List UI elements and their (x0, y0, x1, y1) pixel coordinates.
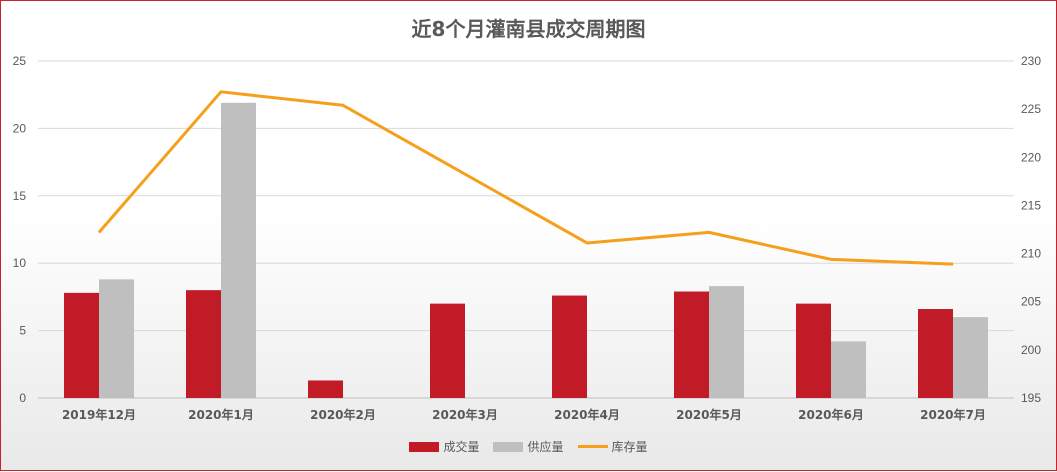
y-right-tick-label: 205 (1021, 295, 1041, 309)
legend-swatch-deals (409, 441, 440, 452)
line-point-inventory (220, 91, 222, 93)
legend-item-inventory: 库存量 (577, 438, 648, 455)
x-tick-label: 2019年12月 (62, 407, 136, 422)
legend-label-deals: 成交量 (443, 440, 480, 454)
x-tick-label: 2020年4月 (554, 407, 620, 422)
line-point-inventory (342, 104, 344, 106)
legend-item-deals: 成交量 (409, 438, 479, 455)
legend: 成交量 供应量 库存量 (1, 438, 1056, 455)
y-right-tick-label: 210 (1021, 247, 1041, 261)
line-point-inventory (830, 258, 832, 260)
chart-title: 近8个月灌南县成交周期图 (411, 17, 646, 41)
bar-supply (221, 102, 256, 399)
bar-supply (953, 317, 988, 398)
bar-deals (64, 292, 99, 398)
line-point-inventory (586, 242, 588, 244)
bar-supply (831, 341, 866, 398)
x-tick-label: 2020年2月 (310, 407, 376, 422)
y-right-tick-label: 200 (1021, 343, 1041, 357)
bar-deals (430, 303, 465, 398)
x-tick-label: 2020年7月 (920, 407, 986, 422)
bar-deals (186, 290, 221, 398)
y-left-tick-label: 5 (19, 324, 26, 338)
x-tick-label: 2020年5月 (676, 407, 742, 422)
bar-deals (918, 309, 953, 398)
y-left-tick-label: 10 (13, 256, 27, 270)
x-tick-label: 2020年3月 (432, 407, 498, 422)
bar-supply (99, 279, 134, 398)
y-right-tick-label: 195 (1021, 391, 1041, 405)
bar-deals (552, 295, 587, 398)
line-point-inventory (98, 231, 100, 233)
legend-label-supply: 供应量 (527, 440, 564, 454)
y-left-tick-label: 15 (13, 189, 27, 203)
y-left-tick-label: 0 (19, 391, 26, 405)
legend-item-supply: 供应量 (493, 438, 564, 455)
y-left-tick-label: 20 (13, 121, 27, 135)
x-tick-label: 2020年1月 (188, 407, 254, 422)
bar-deals (674, 291, 709, 398)
y-right-tick-label: 225 (1021, 102, 1041, 116)
x-tick-label: 2020年6月 (798, 407, 864, 422)
bar-deals (796, 303, 831, 398)
line-point-inventory (708, 231, 710, 233)
bar-supply (709, 286, 744, 398)
legend-swatch-supply (493, 441, 524, 452)
y-right-tick-label: 215 (1021, 198, 1041, 212)
line-point-inventory (952, 263, 954, 265)
y-left-tick-label: 25 (13, 54, 27, 68)
legend-swatch-inventory (577, 445, 608, 448)
legend-label-inventory: 库存量 (611, 440, 648, 454)
y-right-tick-label: 220 (1021, 150, 1041, 164)
bar-deals (308, 380, 343, 398)
y-right-tick-label: 230 (1021, 54, 1041, 68)
